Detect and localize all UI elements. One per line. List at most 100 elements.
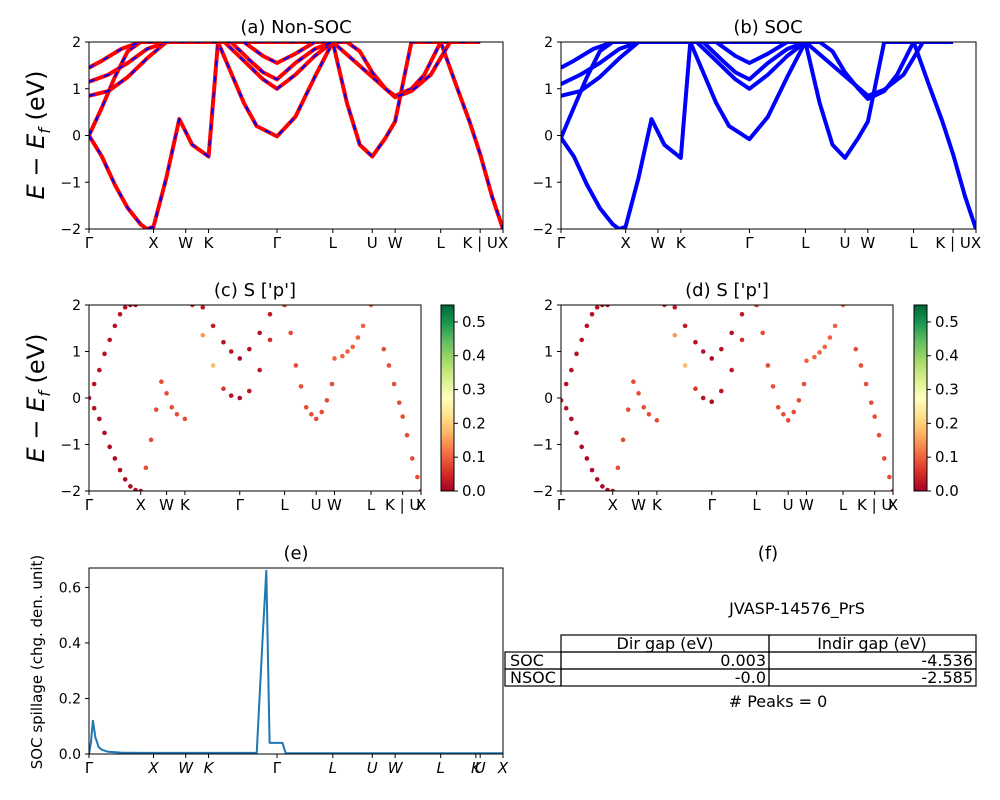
panel-c-title: (c) S ['p']	[214, 280, 296, 301]
band-point-2-6	[247, 388, 252, 394]
band-point-3-0	[760, 330, 765, 336]
band-point-1-2	[569, 367, 574, 373]
xtick-label-a: W	[178, 234, 193, 252]
xtick-label-a: U	[367, 234, 378, 252]
band-point-6-1	[682, 323, 688, 329]
band-point-1-5	[112, 323, 118, 329]
band-point-5-2	[391, 381, 397, 387]
colorbar-tick-label: 0.3	[462, 381, 486, 399]
band-point-5-5	[876, 432, 882, 438]
band-point-3-6	[319, 409, 325, 415]
ytick-label-c: 0	[72, 391, 81, 407]
band-point-4-1	[340, 353, 345, 359]
xtick-label-e: L	[329, 759, 337, 777]
band-point-3-0	[288, 330, 293, 336]
xtick-label-c: L	[280, 496, 289, 514]
panel-e: 0.00.20.40.6Γ X W K Γ L U W L KU X	[59, 567, 509, 777]
band-point-5-3	[868, 400, 874, 405]
band-point-3-1	[293, 363, 299, 368]
band-point-3-8	[329, 381, 335, 387]
band-point-0-8	[128, 484, 133, 489]
ytick-label-b: 1	[544, 82, 553, 98]
band-point-1-7	[122, 305, 128, 310]
band-point-2-9	[282, 305, 287, 308]
ytick-label-b: −1	[532, 175, 553, 191]
band-point-5-8	[890, 488, 893, 491]
colorbar-gradient	[913, 304, 928, 492]
ytick-label-e: 0.4	[59, 636, 81, 652]
band-point-6-3	[228, 349, 234, 354]
band-point-0-4	[107, 444, 112, 450]
ytick-label-e: 0.0	[59, 747, 81, 763]
xtick-label-d: K	[652, 496, 663, 514]
table-title: JVASP-14576_PrS	[728, 599, 865, 619]
band-point-0-16	[641, 405, 647, 410]
band-point-0-18	[654, 418, 660, 423]
panel-d-title: (d) S ['p']	[685, 280, 769, 301]
table-row-nsoc-indir-cell	[768, 668, 977, 687]
band-point-6-0	[200, 305, 206, 310]
band-point-0-11	[615, 465, 621, 471]
band-point-1-8	[600, 305, 605, 308]
band-line-down-3	[89, 42, 334, 83]
band-point-0-4	[579, 444, 584, 450]
panel-f-title: (f)	[758, 543, 778, 564]
colorbar-c: 0.0 0.1 0.2 0.3 0.4 0.5	[440, 304, 486, 500]
band-point-0-2	[97, 416, 102, 422]
band-point-6-7	[267, 312, 273, 317]
band-point-4-6	[840, 305, 846, 308]
axes-frame-a	[88, 41, 504, 230]
band-point-2-0	[662, 305, 667, 308]
band-point-0-5	[112, 456, 118, 461]
band-point-2-5	[237, 395, 243, 401]
axes-frame-e	[88, 567, 504, 755]
xtick-label-a: K | U	[462, 234, 497, 252]
band-point-3-4	[781, 411, 786, 417]
band-line-0	[561, 42, 976, 229]
band-point-0-2	[569, 416, 574, 422]
xtick-label-c: K | U	[385, 496, 420, 514]
band-point-4-2	[817, 350, 822, 355]
ytick-label-a: 2	[72, 35, 81, 51]
band-point-1-7	[594, 305, 600, 310]
band-point-4-4	[827, 335, 833, 340]
xtick-label-b: X	[621, 234, 631, 252]
colorbar-tick-label: 0.1	[935, 448, 959, 466]
xtick-label-a: L	[437, 234, 446, 252]
ytick-label-b: −2	[532, 222, 553, 238]
band-point-2-5	[709, 399, 715, 405]
band-point-6-5	[719, 346, 724, 352]
xtick-label-b: L	[801, 234, 810, 252]
xtick-label-e: W	[178, 759, 194, 777]
xtick-label-e: U	[475, 759, 486, 777]
band-point-6-3	[700, 349, 706, 354]
band-point-4-4	[355, 335, 361, 340]
xtick-label-d: L	[752, 496, 761, 514]
panel-e-ylabel: SOC spillage (chg. den. unit)	[28, 555, 46, 770]
xtick-label-c: X	[136, 496, 146, 514]
colorbar-tick-label: 0.2	[935, 414, 959, 432]
band-point-2-4	[700, 395, 706, 401]
band-point-0-12	[148, 437, 154, 443]
band-point-5-4	[400, 414, 405, 419]
xtick-label-d: L	[839, 496, 848, 514]
ytick-label-c: −2	[60, 484, 81, 500]
band-point-5-3	[396, 400, 402, 405]
band-point-6-2	[221, 339, 226, 345]
xtick-label-a: Γ	[85, 234, 94, 252]
colorbar-tick-label: 0.5	[935, 313, 959, 331]
xtick-label-c: U	[311, 496, 322, 514]
xtick-label-e: K	[204, 759, 215, 777]
ytick-label-e: 0.6	[59, 580, 81, 596]
ytick-label-d: 1	[544, 345, 553, 361]
ytick-label-a: −1	[60, 175, 81, 191]
xtick-label-b: K	[676, 234, 687, 252]
band-point-4-3	[350, 344, 356, 350]
axes-frame-c	[88, 304, 422, 492]
band-point-0-8	[600, 484, 605, 489]
xtick-label-e: Γ	[273, 759, 282, 777]
band-point-3-2	[298, 384, 304, 389]
xtick-label-e: Γ	[85, 759, 94, 777]
band-point-3-5	[313, 416, 319, 422]
band-point-3-6	[791, 409, 797, 415]
